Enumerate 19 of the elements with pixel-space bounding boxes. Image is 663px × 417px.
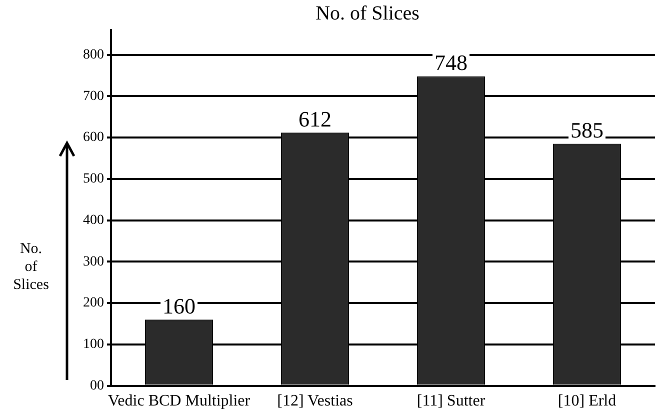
y-tick-label: 800	[83, 47, 104, 62]
y-tick-label: 700	[83, 88, 104, 104]
y-tick-label: 200	[83, 296, 104, 311]
y-tick-label: 500	[83, 172, 104, 187]
data-label: 612	[298, 106, 332, 132]
y-tick-label: 600	[83, 130, 104, 146]
data-label: 160	[162, 293, 196, 318]
x-tick-label: [10] Erld	[558, 392, 616, 410]
y-tick-label: 400	[83, 212, 104, 228]
x-tick-label: [11] Sutter	[416, 392, 486, 410]
x-tick-label: Vedic BCD Multiplier	[108, 392, 251, 410]
y-tick-label: 300	[83, 254, 104, 270]
x-tick-label: [12] Vestias	[277, 392, 353, 410]
data-label: 748	[434, 50, 468, 76]
chart-title: No. of Slices	[316, 2, 420, 24]
data-label: 585	[570, 118, 604, 143]
y-tick-label: 00	[90, 378, 104, 394]
y-tick-label: 100	[83, 337, 104, 352]
y-axis-title: No. of Slices	[12, 240, 50, 294]
